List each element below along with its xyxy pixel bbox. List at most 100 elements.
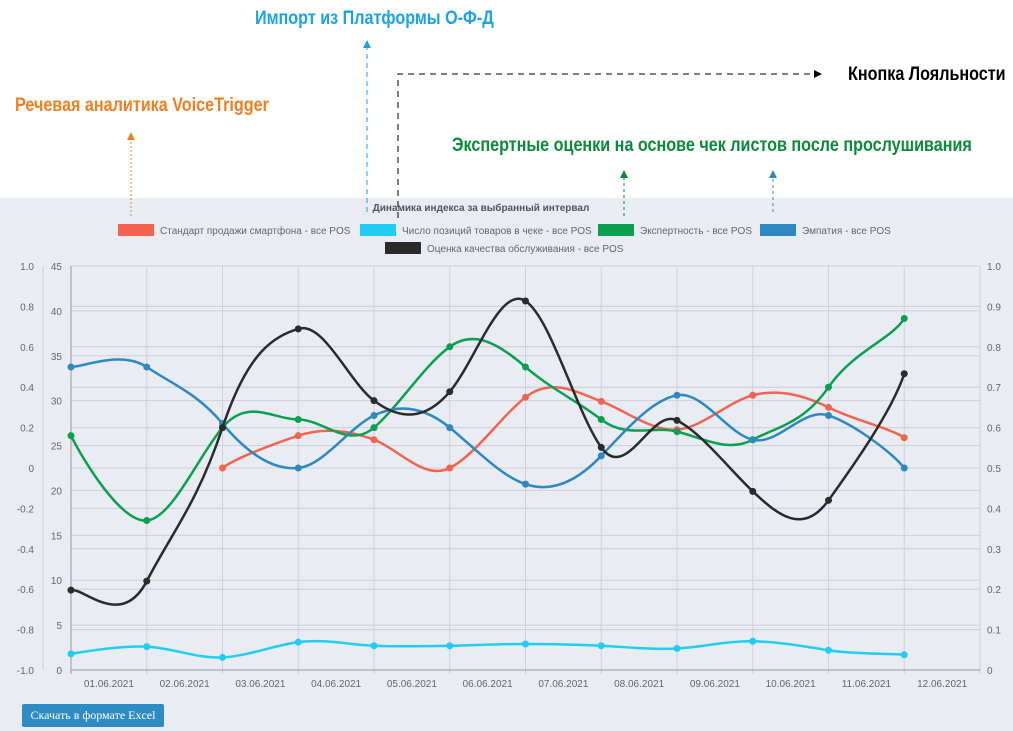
y-tick-label: 0.4 [20, 383, 34, 394]
series-line [69, 317, 906, 522]
y-tick-label: 0.1 [987, 626, 1001, 637]
data-point[interactable] [219, 464, 226, 472]
data-point[interactable] [825, 383, 832, 391]
data-point[interactable] [749, 436, 757, 444]
data-point[interactable] [370, 642, 378, 650]
y-tick-label: 0.8 [20, 302, 34, 313]
data-point[interactable] [67, 586, 75, 594]
data-point[interactable] [446, 642, 454, 650]
y-tick-label: -0.4 [17, 545, 35, 556]
data-point[interactable] [522, 363, 529, 371]
data-point[interactable] [522, 480, 529, 488]
data-point[interactable] [143, 363, 151, 371]
y-tick-label: 0.6 [987, 424, 1001, 435]
data-point[interactable] [219, 653, 226, 661]
data-point[interactable] [446, 343, 454, 351]
data-point[interactable] [825, 403, 832, 411]
annotation-loyalty: Кнопка Лояльности [848, 64, 1006, 85]
data-point[interactable] [294, 432, 302, 440]
data-point[interactable] [370, 424, 378, 432]
data-point[interactable] [143, 643, 151, 651]
data-point[interactable] [370, 397, 378, 405]
annotation-ofd: Импорт из Платформы О-Ф-Д [255, 8, 494, 29]
data-point[interactable] [446, 464, 454, 472]
data-point[interactable] [219, 424, 226, 432]
y-tick-label: 0.9 [987, 302, 1001, 313]
data-point[interactable] [597, 397, 605, 405]
legend-swatch [760, 224, 796, 236]
y-tick-label: 0.7 [987, 383, 1001, 394]
x-tick-label: 10.06.2021 [766, 679, 816, 690]
legend-label[interactable]: Стандарт продажи смартфона - все POS [160, 225, 351, 237]
y-tick-label: 1.0 [20, 262, 34, 273]
arrow-loyalty [397, 70, 822, 218]
data-point[interactable] [900, 464, 908, 472]
data-point[interactable] [900, 315, 908, 323]
data-point[interactable] [673, 416, 681, 424]
data-point[interactable] [825, 646, 832, 654]
data-point[interactable] [370, 436, 378, 444]
download-excel-button[interactable]: Скачать в формате Excel [22, 704, 164, 727]
data-point[interactable] [749, 391, 757, 399]
series-line [70, 639, 905, 659]
data-point[interactable] [825, 496, 832, 504]
y-tick-label: 30 [51, 397, 63, 408]
data-point[interactable] [143, 517, 151, 525]
data-point[interactable] [370, 411, 378, 419]
x-tick-label: 08.06.2021 [614, 679, 664, 690]
data-point[interactable] [749, 487, 757, 495]
legend-label[interactable]: Оценка качества обслуживания - все POS [427, 243, 624, 255]
data-point[interactable] [673, 644, 681, 652]
legend-label[interactable]: Эмпатия - все POS [802, 226, 891, 237]
legend-swatch [360, 224, 396, 236]
data-point[interactable] [597, 416, 605, 424]
data-point[interactable] [825, 411, 832, 419]
data-point[interactable] [446, 388, 454, 396]
x-tick-label: 04.06.2021 [311, 679, 361, 690]
data-point[interactable] [749, 637, 757, 645]
y-tick-label: 25 [51, 442, 63, 453]
data-point[interactable] [143, 577, 151, 585]
annotation-voicetrigger: Речевая аналитика VoiceTrigger [15, 95, 269, 116]
legend-label[interactable]: Экспертность - все POS [640, 226, 752, 237]
x-tick-label: 06.06.2021 [463, 679, 513, 690]
y-tick-label: -0.2 [17, 504, 35, 515]
y-tick-label: 0.5 [987, 464, 1001, 475]
y-tick-label: 1.0 [987, 262, 1001, 273]
data-point[interactable] [522, 297, 529, 305]
data-point[interactable] [294, 325, 302, 333]
y-tick-label: -0.6 [17, 585, 35, 596]
y-tick-label: 40 [51, 307, 63, 318]
y-tick-label: 0.2 [987, 585, 1001, 596]
data-point[interactable] [522, 393, 529, 401]
data-point[interactable] [900, 434, 908, 442]
data-point[interactable] [67, 650, 75, 658]
y-tick-label: -0.8 [17, 626, 35, 637]
data-point[interactable] [446, 424, 454, 432]
series-line [221, 386, 905, 473]
legend-label[interactable]: Число позиций товаров в чеке - все POS [402, 226, 592, 237]
data-point[interactable] [294, 638, 302, 646]
data-point[interactable] [900, 370, 908, 378]
annotation-expert: Экспертные оценки на основе чек листов п… [452, 135, 972, 156]
data-point[interactable] [522, 640, 529, 648]
data-point[interactable] [67, 363, 75, 371]
y-tick-label: 0.6 [20, 343, 34, 354]
legend-swatch [385, 242, 421, 254]
y-tick-label: 10 [51, 576, 63, 587]
data-point[interactable] [597, 443, 605, 451]
data-point[interactable] [597, 452, 605, 460]
y-tick-label: 0.8 [987, 343, 1001, 354]
y-tick-label: -1.0 [17, 666, 35, 677]
x-tick-label: 05.06.2021 [387, 679, 437, 690]
x-tick-label: 03.06.2021 [235, 679, 285, 690]
x-tick-label: 07.06.2021 [538, 679, 588, 690]
data-point[interactable] [294, 464, 302, 472]
data-point[interactable] [294, 416, 302, 424]
data-point[interactable] [673, 391, 681, 399]
data-point[interactable] [597, 642, 605, 650]
data-point[interactable] [900, 651, 908, 659]
data-point[interactable] [673, 428, 681, 436]
data-point[interactable] [67, 432, 75, 440]
